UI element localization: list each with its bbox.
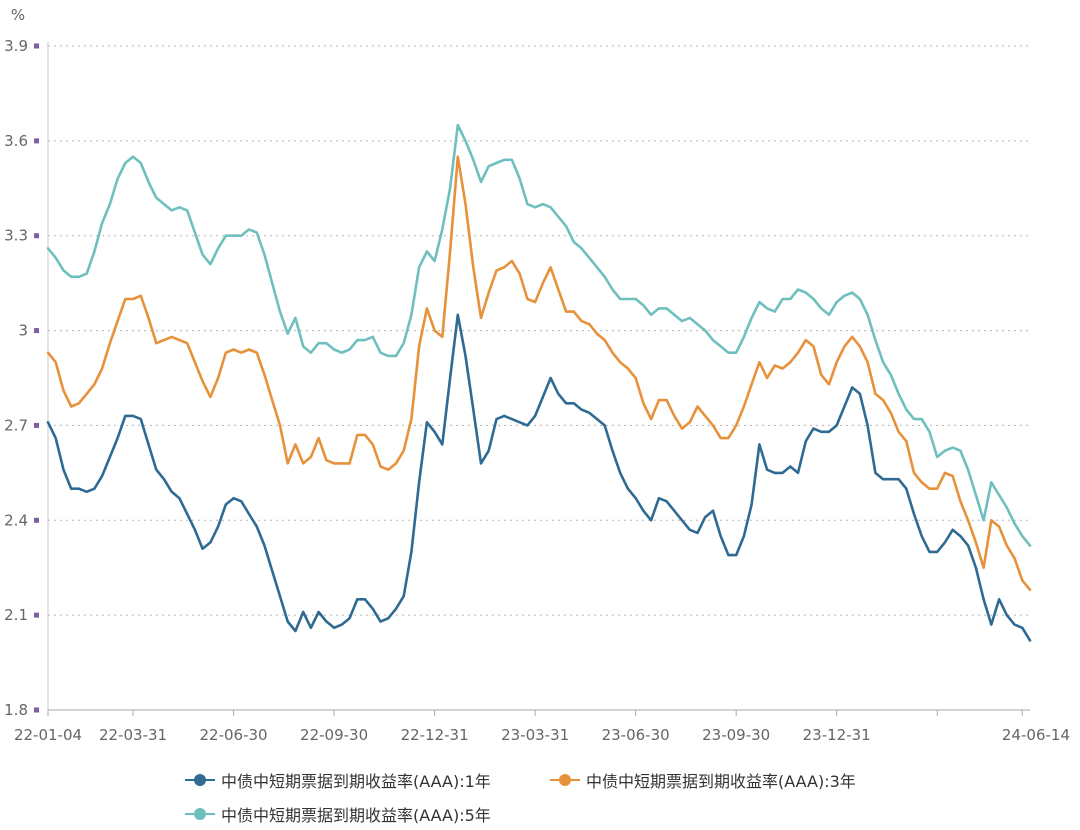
line-chart: % 3.9 3.6 3.3 3 2.7 2.4 2.1 1.8 22-01-04 22-03-3… (4, 6, 1070, 744)
series-line-3 (46, 123, 1032, 547)
legend-marker-1y (185, 773, 215, 787)
legend-item-5y[interactable]: 中债中短期票据到期收益率(AAA):5年 (185, 802, 491, 826)
x-tick-label: 23-06-30 (602, 726, 670, 744)
series-lines (46, 123, 1032, 642)
y-axis-ticks: 3.9 3.6 3.3 3 2.7 2.4 2.1 1.8 (4, 37, 39, 719)
legend-item-1y[interactable]: 中债中短期票据到期收益率(AAA):1年 (185, 768, 491, 792)
x-tick-label: 22-01-04 (14, 726, 82, 744)
y-tick-label: 3.6 (4, 132, 28, 150)
y-tick-label: 3 (18, 322, 28, 340)
x-tick-label: 22-06-30 (200, 726, 268, 744)
y-tick-marker (34, 328, 39, 334)
x-tick-label: 22-09-30 (300, 726, 368, 744)
series-line-1 (46, 313, 1032, 642)
gridlines (48, 45, 1030, 616)
y-unit-label: % (11, 6, 25, 24)
series-line-2 (46, 155, 1032, 592)
x-tick-label: 23-03-31 (501, 726, 569, 744)
legend-marker-5y (185, 807, 215, 821)
legend-label-3y: 中债中短期票据到期收益率(AAA):3年 (586, 772, 856, 791)
y-tick-marker (34, 138, 39, 144)
legend-marker-3y (550, 773, 580, 787)
legend-item-3y[interactable]: 中债中短期票据到期收益率(AAA):3年 (550, 768, 856, 792)
y-tick-label: 1.8 (4, 701, 28, 719)
x-tick-label: 23-12-31 (803, 726, 871, 744)
y-tick-label: 3.9 (4, 37, 28, 55)
y-tick-label: 2.7 (4, 416, 28, 434)
y-tick-marker (34, 707, 39, 713)
y-tick-marker (34, 233, 39, 239)
x-axis: 22-01-04 22-03-31 22-06-30 22-09-30 22-12-31… (14, 42, 1070, 744)
x-tick-label: 23-09-30 (702, 726, 770, 744)
legend-label-1y: 中债中短期票据到期收益率(AAA):1年 (221, 772, 491, 791)
y-tick-label: 2.1 (4, 606, 28, 624)
y-tick-marker (34, 43, 39, 49)
y-tick-marker (34, 422, 39, 428)
y-tick-label: 2.4 (4, 511, 28, 529)
x-tick-label: 22-12-31 (401, 726, 469, 744)
y-tick-marker (34, 612, 39, 618)
x-tick-label: 22-03-31 (99, 726, 167, 744)
y-tick-label: 3.3 (4, 227, 28, 245)
y-tick-marker (34, 517, 39, 523)
legend-label-5y: 中债中短期票据到期收益率(AAA):5年 (221, 806, 491, 825)
x-tick-label: 24-06-14 (1002, 726, 1070, 744)
